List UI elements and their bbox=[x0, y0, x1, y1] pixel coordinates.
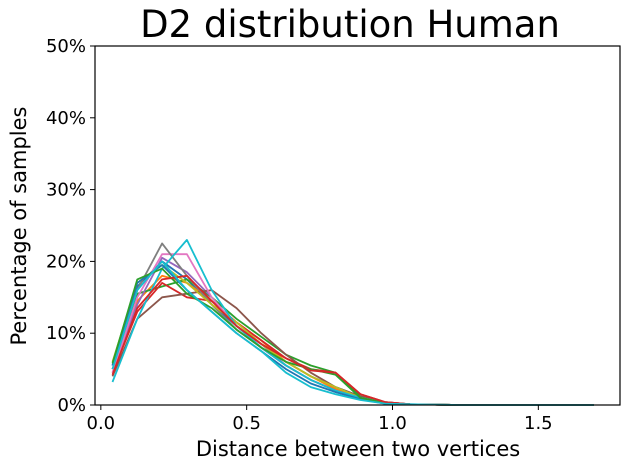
series-line-11 bbox=[111, 264, 594, 406]
y-tick-label: 30% bbox=[46, 180, 86, 201]
chart-title: D2 distribution Human bbox=[140, 3, 560, 46]
y-tick-label: 20% bbox=[46, 251, 86, 272]
series-line-3 bbox=[111, 278, 594, 406]
x-axis-label: Distance between two vertices bbox=[196, 437, 520, 461]
y-tick-label: 0% bbox=[57, 395, 86, 416]
y-axis: 0% 10% 20% 30% 40% 50% bbox=[46, 36, 95, 416]
y-axis-label: Percentage of samples bbox=[7, 106, 31, 345]
y-tick-label: 10% bbox=[46, 323, 86, 344]
series-line-4 bbox=[111, 281, 594, 406]
series-line-8 bbox=[111, 242, 594, 406]
series-lines bbox=[111, 238, 594, 406]
series-line-10 bbox=[111, 238, 594, 406]
x-tick-label: 0.0 bbox=[87, 413, 116, 434]
x-axis: 0.0 0.5 1.0 1.5 bbox=[87, 405, 553, 434]
series-line-9 bbox=[111, 264, 594, 406]
plot-frame bbox=[94, 45, 621, 406]
x-tick-label: 1.5 bbox=[524, 413, 553, 434]
y-tick-label: 50% bbox=[46, 36, 86, 57]
x-tick-label: 1.0 bbox=[378, 413, 407, 434]
y-tick-label: 40% bbox=[46, 108, 86, 129]
x-tick-label: 0.5 bbox=[232, 413, 261, 434]
